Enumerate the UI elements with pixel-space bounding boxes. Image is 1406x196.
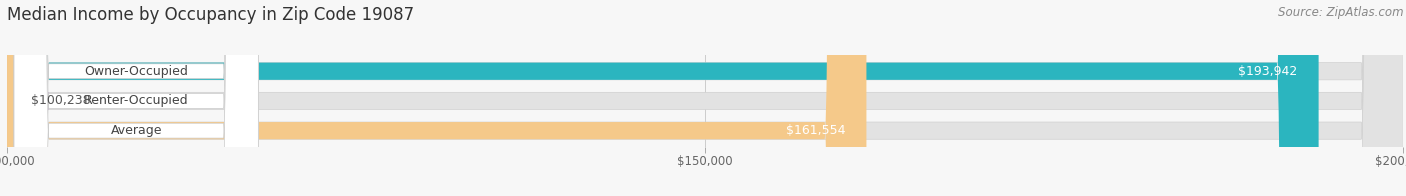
Text: Median Income by Occupancy in Zip Code 19087: Median Income by Occupancy in Zip Code 1… — [7, 6, 415, 24]
FancyBboxPatch shape — [7, 0, 1403, 196]
Text: $161,554: $161,554 — [786, 124, 845, 137]
Text: Owner-Occupied: Owner-Occupied — [84, 65, 188, 78]
Text: $193,942: $193,942 — [1239, 65, 1298, 78]
Text: $100,238: $100,238 — [31, 94, 91, 107]
FancyBboxPatch shape — [7, 0, 1319, 196]
FancyBboxPatch shape — [14, 0, 259, 196]
FancyBboxPatch shape — [7, 0, 1403, 196]
Text: Average: Average — [111, 124, 162, 137]
FancyBboxPatch shape — [7, 0, 1403, 196]
FancyBboxPatch shape — [7, 0, 866, 196]
FancyBboxPatch shape — [14, 0, 259, 196]
Text: Renter-Occupied: Renter-Occupied — [84, 94, 188, 107]
FancyBboxPatch shape — [0, 0, 49, 196]
Text: Source: ZipAtlas.com: Source: ZipAtlas.com — [1278, 6, 1403, 19]
FancyBboxPatch shape — [14, 0, 259, 196]
